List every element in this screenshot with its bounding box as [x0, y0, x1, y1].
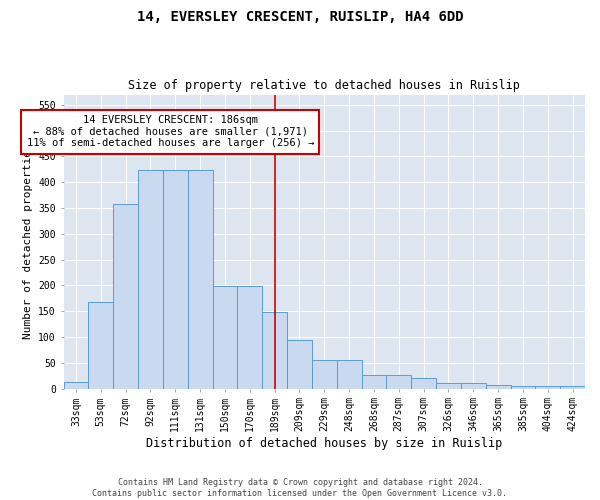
Bar — [511, 386, 535, 388]
Y-axis label: Number of detached properties: Number of detached properties — [23, 144, 33, 340]
Bar — [88, 302, 113, 388]
Title: Size of property relative to detached houses in Ruislip: Size of property relative to detached ho… — [128, 79, 520, 92]
Bar — [485, 386, 511, 388]
Bar — [188, 170, 212, 388]
Bar — [138, 170, 163, 388]
Bar — [262, 312, 287, 388]
Bar — [436, 383, 461, 388]
Bar — [238, 286, 262, 388]
Bar — [535, 386, 560, 388]
Bar — [64, 382, 88, 388]
Bar — [362, 375, 386, 388]
Bar — [386, 375, 411, 388]
Bar — [461, 383, 485, 388]
Bar — [113, 204, 138, 388]
Bar — [287, 340, 312, 388]
Text: Contains HM Land Registry data © Crown copyright and database right 2024.
Contai: Contains HM Land Registry data © Crown c… — [92, 478, 508, 498]
Text: 14, EVERSLEY CRESCENT, RUISLIP, HA4 6DD: 14, EVERSLEY CRESCENT, RUISLIP, HA4 6DD — [137, 10, 463, 24]
Bar — [337, 360, 362, 388]
Text: 14 EVERSLEY CRESCENT: 186sqm
← 88% of detached houses are smaller (1,971)
11% of: 14 EVERSLEY CRESCENT: 186sqm ← 88% of de… — [26, 115, 314, 148]
Bar — [312, 360, 337, 388]
Bar — [411, 378, 436, 388]
Bar — [212, 286, 238, 388]
X-axis label: Distribution of detached houses by size in Ruislip: Distribution of detached houses by size … — [146, 437, 502, 450]
Bar — [163, 170, 188, 388]
Bar — [560, 386, 585, 388]
